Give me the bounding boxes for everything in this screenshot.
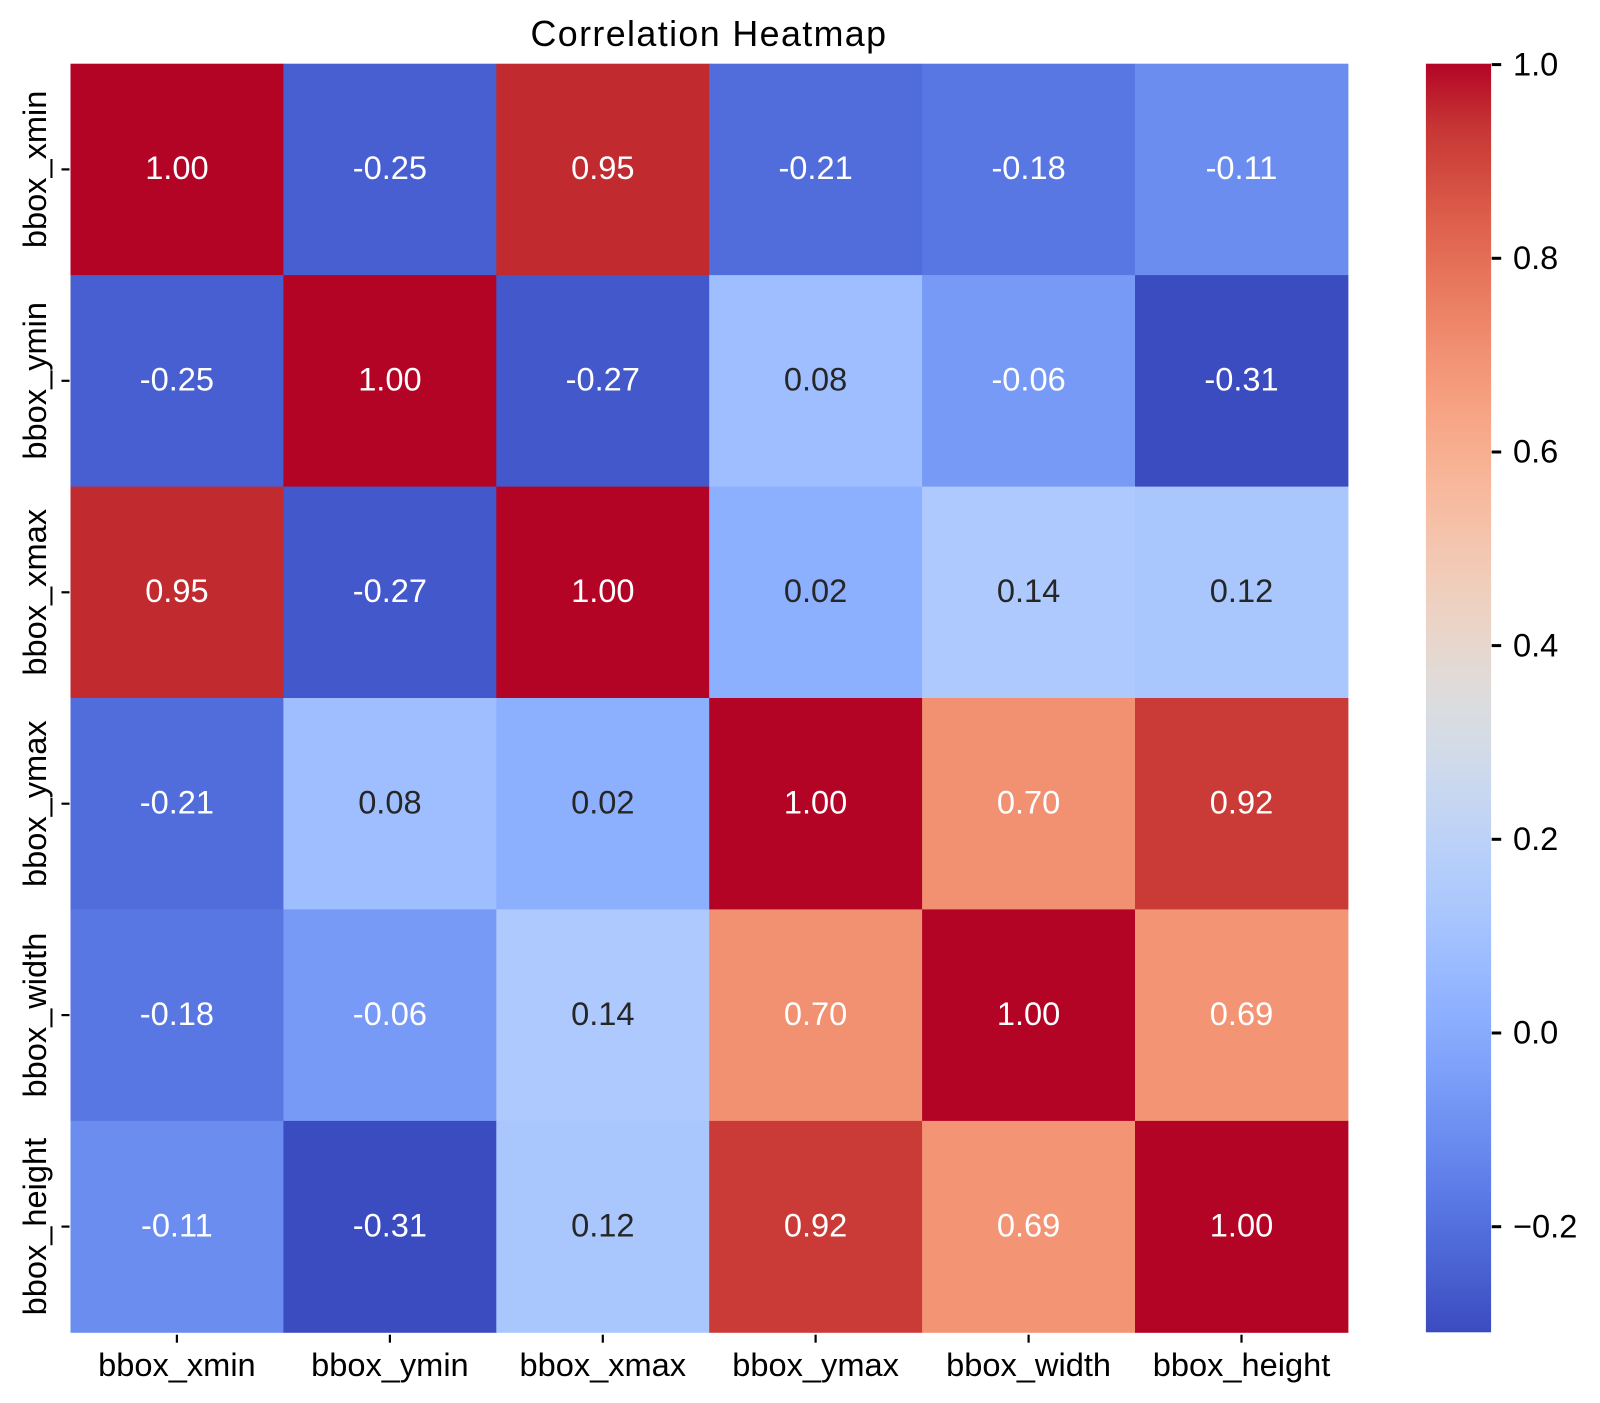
svg-text:bbox_ymax: bbox_ymax bbox=[16, 720, 53, 887]
svg-text:0.2: 0.2 bbox=[1513, 820, 1558, 857]
svg-text:-0.25: -0.25 bbox=[140, 361, 214, 398]
svg-text:-0.11: -0.11 bbox=[141, 1206, 213, 1243]
svg-text:-0.18: -0.18 bbox=[991, 149, 1065, 186]
svg-text:-0.21: -0.21 bbox=[778, 149, 852, 186]
svg-text:-0.31: -0.31 bbox=[1204, 361, 1278, 398]
svg-text:0.92: 0.92 bbox=[784, 1206, 847, 1243]
svg-text:0.70: 0.70 bbox=[997, 783, 1060, 820]
svg-text:0.08: 0.08 bbox=[358, 783, 421, 820]
svg-text:1.00: 1.00 bbox=[784, 783, 847, 820]
svg-text:1.00: 1.00 bbox=[358, 361, 421, 398]
svg-text:−0.2: −0.2 bbox=[1513, 1207, 1577, 1244]
svg-text:-0.21: -0.21 bbox=[140, 783, 214, 820]
svg-text:-0.11: -0.11 bbox=[1206, 149, 1278, 186]
svg-text:0.02: 0.02 bbox=[571, 783, 634, 820]
svg-text:0.14: 0.14 bbox=[571, 995, 634, 1032]
svg-text:-0.06: -0.06 bbox=[353, 995, 427, 1032]
svg-text:0.08: 0.08 bbox=[784, 361, 847, 398]
svg-text:1.00: 1.00 bbox=[997, 995, 1060, 1032]
svg-text:-0.31: -0.31 bbox=[353, 1206, 427, 1243]
svg-text:-0.18: -0.18 bbox=[140, 995, 214, 1032]
svg-text:bbox_ymax: bbox_ymax bbox=[732, 1346, 899, 1383]
svg-text:1.00: 1.00 bbox=[571, 572, 634, 609]
svg-text:bbox_ymin: bbox_ymin bbox=[311, 1346, 469, 1383]
svg-text:0.0: 0.0 bbox=[1513, 1014, 1558, 1051]
svg-text:-0.25: -0.25 bbox=[353, 149, 427, 186]
svg-text:1.00: 1.00 bbox=[145, 149, 208, 186]
svg-text:1.0: 1.0 bbox=[1513, 45, 1558, 82]
svg-text:bbox_xmax: bbox_xmax bbox=[519, 1346, 686, 1383]
svg-text:0.12: 0.12 bbox=[1210, 572, 1273, 609]
svg-text:0.4: 0.4 bbox=[1513, 626, 1558, 663]
svg-text:0.70: 0.70 bbox=[784, 995, 847, 1032]
svg-text:-0.27: -0.27 bbox=[566, 361, 640, 398]
svg-text:1.00: 1.00 bbox=[1210, 1206, 1273, 1243]
svg-text:0.8: 0.8 bbox=[1513, 239, 1558, 276]
svg-text:Correlation Heatmap: Correlation Heatmap bbox=[531, 14, 888, 54]
svg-text:-0.06: -0.06 bbox=[991, 361, 1065, 398]
svg-text:bbox_ymin: bbox_ymin bbox=[16, 302, 53, 460]
svg-text:bbox_xmin: bbox_xmin bbox=[16, 91, 53, 249]
svg-text:bbox_xmin: bbox_xmin bbox=[98, 1346, 256, 1383]
svg-text:0.69: 0.69 bbox=[1210, 995, 1273, 1032]
svg-text:bbox_width: bbox_width bbox=[16, 933, 53, 1098]
svg-text:0.12: 0.12 bbox=[571, 1206, 634, 1243]
svg-text:0.92: 0.92 bbox=[1210, 783, 1273, 820]
svg-text:-0.27: -0.27 bbox=[353, 572, 427, 609]
svg-text:0.14: 0.14 bbox=[997, 572, 1060, 609]
svg-text:0.6: 0.6 bbox=[1513, 433, 1558, 470]
svg-text:0.02: 0.02 bbox=[784, 572, 847, 609]
svg-text:bbox_height: bbox_height bbox=[16, 1138, 53, 1316]
svg-text:bbox_height: bbox_height bbox=[1153, 1346, 1331, 1383]
svg-text:0.95: 0.95 bbox=[145, 572, 208, 609]
svg-text:0.69: 0.69 bbox=[997, 1206, 1060, 1243]
svg-text:bbox_width: bbox_width bbox=[946, 1346, 1111, 1383]
svg-text:0.95: 0.95 bbox=[571, 149, 634, 186]
svg-text:bbox_xmax: bbox_xmax bbox=[16, 509, 53, 676]
